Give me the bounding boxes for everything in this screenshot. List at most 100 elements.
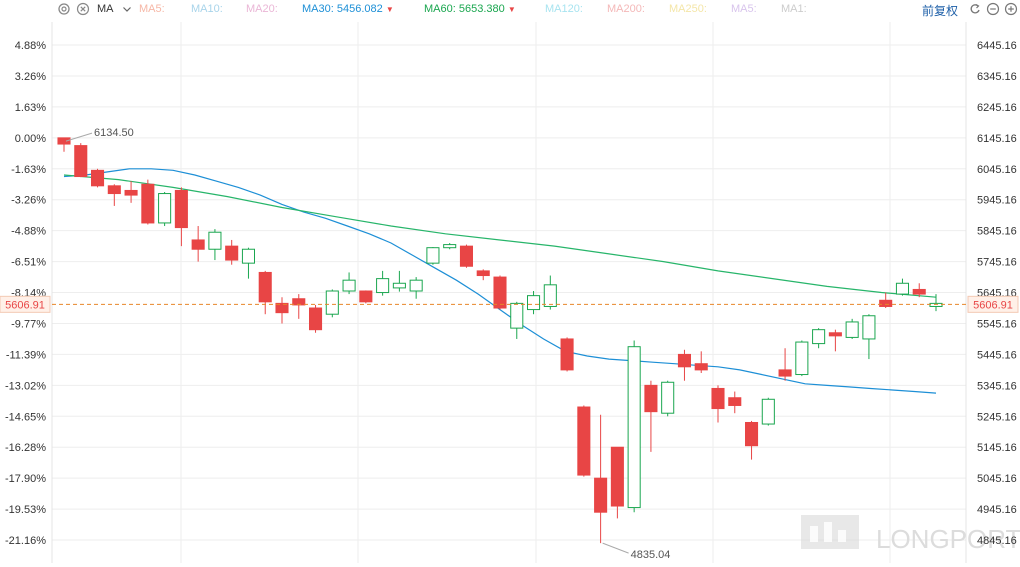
ma20-label: MA20: xyxy=(246,3,278,15)
current-price-label-left: 5606.91 xyxy=(5,299,45,311)
candle xyxy=(845,318,859,339)
ma60-label: MA60: 5653.380 ▼ xyxy=(424,3,516,15)
y-tick-label-left: -6.51% xyxy=(11,257,46,269)
candle xyxy=(795,340,809,377)
candle xyxy=(610,446,624,519)
settings-icon[interactable] xyxy=(57,2,71,16)
candle-body xyxy=(661,381,675,414)
y-tick-label-left: -19.53% xyxy=(5,504,46,516)
candle-body xyxy=(158,193,172,224)
candle-body xyxy=(275,302,289,314)
candle-body xyxy=(879,299,893,307)
high-annotation-leader xyxy=(65,132,93,142)
candle-body xyxy=(728,397,742,406)
y-tick-label-left: -1.63% xyxy=(11,164,46,176)
ma60-name: MA60: xyxy=(424,3,456,15)
candle xyxy=(57,137,71,152)
candle-body xyxy=(795,341,809,376)
candle xyxy=(929,294,943,312)
y-tick-label-left: 3.26% xyxy=(15,71,46,83)
ma60-line xyxy=(63,174,937,298)
candle-body xyxy=(912,288,926,295)
ma30-line xyxy=(63,168,937,394)
candle-body xyxy=(493,276,507,309)
indicator-toolbar: MA MA5: MA10: MA20: MA30: 5456.082 ▼ MA6… xyxy=(0,0,1020,20)
candle xyxy=(292,294,306,319)
annotations: 6134.50 4835.04 xyxy=(65,127,671,561)
y-tick-label-left: -16.28% xyxy=(5,442,46,454)
close-icon[interactable] xyxy=(76,2,90,16)
ma1-label: MA1: xyxy=(781,3,807,15)
adjust-mode-button[interactable]: 前复权 xyxy=(922,4,959,18)
plus-circle-icon[interactable] xyxy=(1004,2,1018,16)
candle-body xyxy=(543,284,557,307)
y-tick-label-left: -11.39% xyxy=(6,349,46,361)
candle xyxy=(661,380,675,417)
low-annotation-label: 4835.04 xyxy=(631,549,671,561)
candle-body xyxy=(745,421,759,447)
candle xyxy=(443,243,457,250)
y-tick-label-left: -4.88% xyxy=(11,226,46,238)
candle xyxy=(459,244,473,268)
candle-body xyxy=(359,290,373,303)
chevron-down-icon[interactable] xyxy=(120,2,134,16)
undo-icon[interactable] xyxy=(968,2,982,16)
candle-body xyxy=(392,282,406,289)
candle xyxy=(594,414,608,544)
y-tick-label-left: -21.16% xyxy=(5,535,46,547)
candle-body xyxy=(812,329,826,345)
candle xyxy=(74,143,88,178)
y-tick-label-right: 6145.16 xyxy=(977,133,1017,145)
y-tick-label-right: 6245.16 xyxy=(977,102,1017,114)
candle xyxy=(577,405,591,477)
candle-body xyxy=(74,145,88,178)
y-tick-label-right: 5045.16 xyxy=(977,473,1017,485)
candle-body xyxy=(845,321,859,338)
ma250-label: MA250: xyxy=(669,3,707,15)
candle xyxy=(426,247,440,265)
current-price-tag-right xyxy=(967,295,1019,313)
y-tick-label-right: 6445.16 xyxy=(977,40,1017,52)
y-tick-label-right: 5345.16 xyxy=(977,380,1017,392)
ma5-label: MA5: xyxy=(139,3,165,15)
candle xyxy=(141,179,155,225)
current-price-label-right: 5606.91 xyxy=(973,299,1013,311)
candle xyxy=(158,192,172,227)
candle xyxy=(208,229,222,261)
candle-body xyxy=(476,270,490,277)
indicator-name[interactable]: MA xyxy=(97,3,114,15)
down-arrow-icon: ▼ xyxy=(507,5,516,14)
candle xyxy=(309,304,323,333)
candles xyxy=(57,137,943,544)
candle-body xyxy=(107,185,121,195)
candle-body xyxy=(191,239,205,250)
candle-body xyxy=(57,137,71,145)
grid-lines xyxy=(51,22,967,563)
candle xyxy=(275,297,289,324)
y-tick-label-right: 6045.16 xyxy=(977,164,1017,176)
candle xyxy=(644,380,658,452)
candle-body xyxy=(459,245,473,267)
minus-circle-icon[interactable] xyxy=(986,2,1000,16)
y-tick-label-right: 4845.16 xyxy=(977,535,1017,547)
candle-body xyxy=(862,315,876,340)
candle xyxy=(191,226,205,262)
candle xyxy=(342,272,356,295)
candle-body xyxy=(225,245,239,261)
candle-body xyxy=(208,231,222,250)
y-tick-label-right: 6345.16 xyxy=(977,71,1017,83)
candle xyxy=(124,181,138,203)
y-tick-label-right: 5845.16 xyxy=(977,226,1017,238)
down-arrow-icon: ▼ xyxy=(385,5,394,14)
ma30-value: 5456.082 xyxy=(336,3,383,15)
candle xyxy=(527,291,541,315)
candle-body xyxy=(929,302,943,307)
ma10-label: MA10: xyxy=(191,3,223,15)
candle xyxy=(627,340,641,513)
current-price-tag-left xyxy=(0,295,51,313)
candle-body xyxy=(610,446,624,507)
candle xyxy=(325,289,339,318)
high-annotation-label: 6134.50 xyxy=(94,127,134,139)
candle xyxy=(812,328,826,349)
